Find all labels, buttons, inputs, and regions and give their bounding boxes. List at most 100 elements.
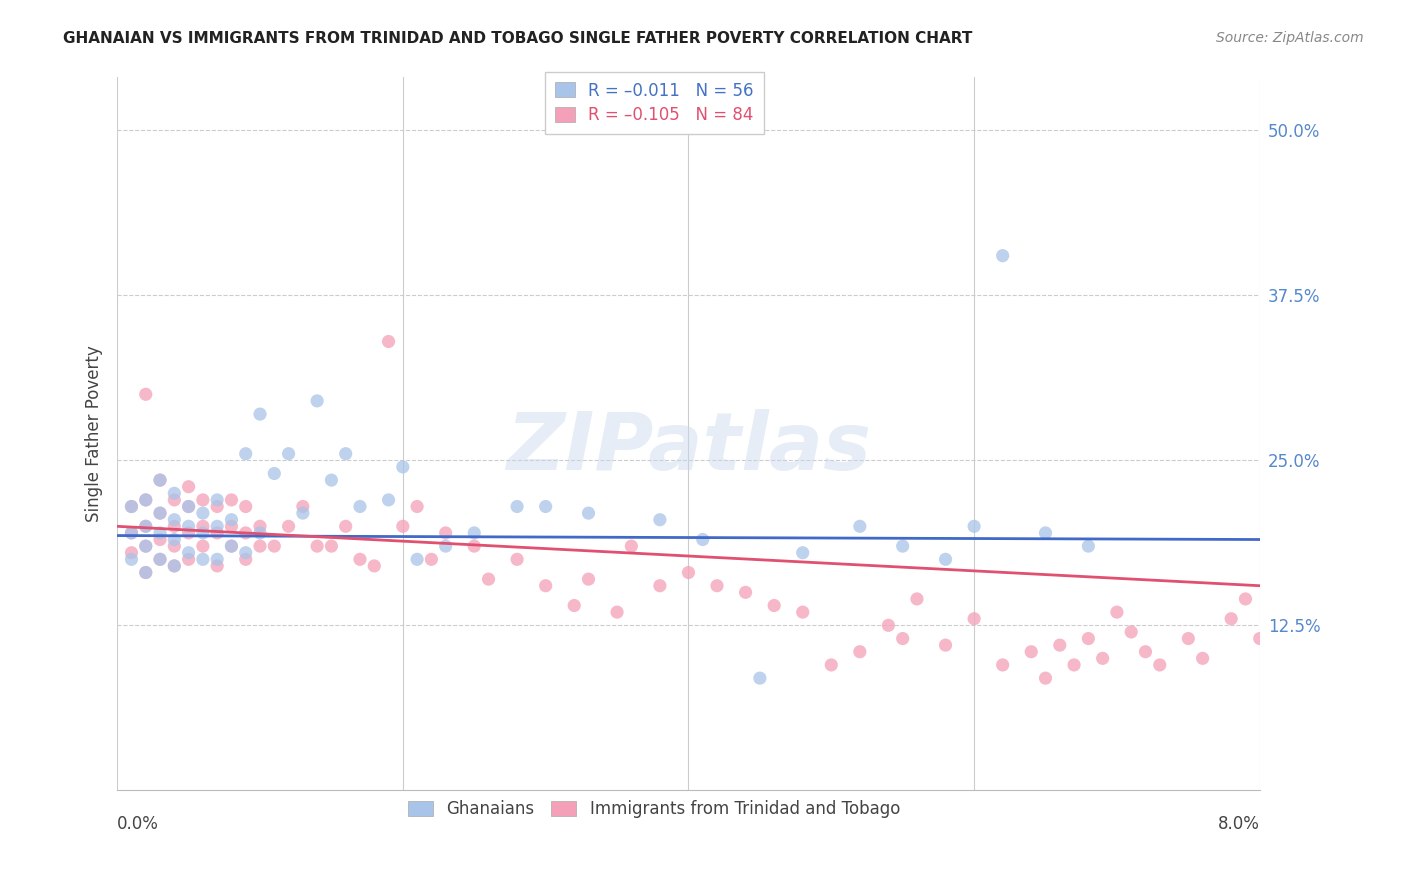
Point [205, 500, 228, 514]
Point [191, 539, 214, 553]
Point [205, 558, 228, 573]
Point [177, 546, 200, 560]
Text: Source: ZipAtlas.com: Source: ZipAtlas.com [1216, 31, 1364, 45]
Point [905, 591, 928, 606]
Point [534, 500, 557, 514]
Point [149, 506, 172, 520]
Point [477, 572, 499, 586]
Point [149, 552, 172, 566]
Y-axis label: Single Father Poverty: Single Father Poverty [86, 345, 103, 523]
Point [149, 473, 172, 487]
Point [1035, 525, 1057, 540]
Point [321, 473, 343, 487]
Point [307, 393, 329, 408]
Point [1191, 651, 1213, 665]
Point [1063, 657, 1085, 672]
Point [149, 506, 172, 520]
Point [235, 500, 257, 514]
Text: 0.0%: 0.0% [117, 815, 159, 833]
Point [406, 552, 429, 566]
Point [135, 566, 157, 580]
Point [277, 447, 299, 461]
Point [235, 552, 257, 566]
Point [678, 566, 700, 580]
Point [135, 539, 157, 553]
Point [205, 525, 228, 540]
Point [221, 519, 243, 533]
Point [935, 638, 957, 652]
Point [121, 500, 143, 514]
Point [606, 605, 628, 619]
Point [121, 546, 143, 560]
Point [1234, 591, 1257, 606]
Point [163, 533, 186, 547]
Point [335, 519, 357, 533]
Point [249, 539, 271, 553]
Point [121, 525, 143, 540]
Point [434, 539, 457, 553]
Point [877, 618, 900, 632]
Point [420, 552, 443, 566]
Point [235, 546, 257, 560]
Point [648, 513, 671, 527]
Point [307, 539, 329, 553]
Point [221, 539, 243, 553]
Point [1091, 651, 1114, 665]
Point [578, 572, 600, 586]
Point [578, 506, 600, 520]
Point [849, 519, 872, 533]
Point [1135, 645, 1157, 659]
Point [506, 500, 529, 514]
Point [820, 657, 842, 672]
Point [149, 473, 172, 487]
Point [792, 546, 814, 560]
Legend: Ghanaians, Immigrants from Trinidad and Tobago: Ghanaians, Immigrants from Trinidad and … [402, 794, 907, 825]
Point [1019, 645, 1042, 659]
Point [149, 533, 172, 547]
Point [434, 525, 457, 540]
Point [1121, 624, 1143, 639]
Point [135, 387, 157, 401]
Point [149, 525, 172, 540]
Point [377, 492, 399, 507]
Point [506, 552, 529, 566]
Point [692, 533, 714, 547]
Point [163, 486, 186, 500]
Point [349, 552, 371, 566]
Point [263, 467, 285, 481]
Point [1105, 605, 1128, 619]
Point [291, 500, 314, 514]
Point [235, 525, 257, 540]
Point [121, 525, 143, 540]
Point [177, 525, 200, 540]
Point [392, 459, 415, 474]
Point [748, 671, 770, 685]
Point [406, 500, 429, 514]
Point [1220, 612, 1243, 626]
Point [163, 539, 186, 553]
Point [1035, 671, 1057, 685]
Point [177, 500, 200, 514]
Point [191, 525, 214, 540]
Point [534, 579, 557, 593]
Point [792, 605, 814, 619]
Point [463, 539, 485, 553]
Point [149, 552, 172, 566]
Point [221, 492, 243, 507]
Point [963, 612, 986, 626]
Point [191, 552, 214, 566]
Point [335, 447, 357, 461]
Point [135, 492, 157, 507]
Point [849, 645, 872, 659]
Point [349, 500, 371, 514]
Point [163, 519, 186, 533]
Point [620, 539, 643, 553]
Point [135, 492, 157, 507]
Point [191, 506, 214, 520]
Point [1249, 632, 1271, 646]
Point [291, 506, 314, 520]
Point [734, 585, 756, 599]
Point [277, 519, 299, 533]
Point [191, 519, 214, 533]
Point [121, 500, 143, 514]
